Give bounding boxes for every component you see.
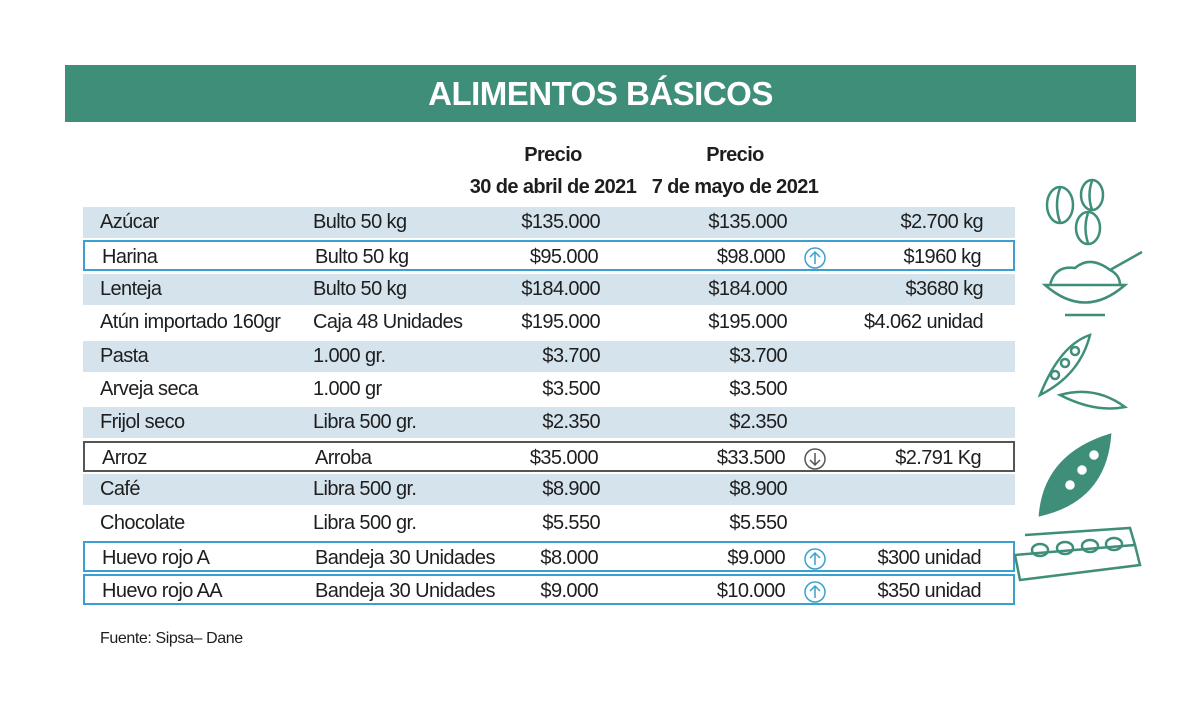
table-cell: Azúcar — [100, 211, 159, 233]
table-cell: Arroba — [315, 446, 372, 469]
column-header: 30 de abril de 2021 — [469, 176, 637, 198]
table-cell: $300 unidad — [877, 547, 981, 569]
table-cell: $95.000 — [529, 246, 599, 269]
table-cell: $9.000 — [727, 547, 785, 569]
table-row: Chocolate Libra 500 gr. $5.550 $5.550 — [83, 508, 1015, 539]
table-cell: $5.550 — [729, 511, 787, 534]
table-cell: $2.350 — [542, 411, 600, 434]
arrow-up — [804, 548, 826, 570]
table-row: Frijol seco Libra 500 gr. $2.350 $2.350 — [83, 407, 1015, 439]
table-cell: Bulto 50 kg — [313, 277, 407, 300]
table-cell: $10.000 — [716, 580, 786, 603]
column-header: Precio — [706, 144, 764, 166]
table-row: Azúcar Bulto 50 kg $135.000 $135.000 $2.700 … — [83, 207, 1015, 238]
table-cell: Pasta — [100, 344, 149, 367]
arrow-up — [804, 247, 826, 270]
table-row: Arroz Arroba $35.000 $33.500 $2.791 Kg — [83, 440, 1015, 472]
table-cell: Atún importado 160gr — [100, 311, 281, 334]
table-cell: $5.550 — [542, 511, 600, 534]
table-cell: 1.000 gr. — [313, 344, 386, 367]
column-header: 7 de mayo de 2021 — [651, 176, 819, 198]
table-row: Harina Bulto 50 kg $95.000 $98.000 $1960 kg — [83, 240, 1015, 272]
table-cell: $33.500 — [716, 446, 786, 469]
table-row: Arveja seca 1.000 gr $3.500 $3.500 — [83, 374, 1015, 405]
table-row: Huevo rojo A Bandeja 30 Unidades $8.000 $9.… — [83, 541, 1015, 572]
table-cell: $4.062 unidad — [864, 311, 984, 334]
table-cell: Libra 500 gr. — [313, 511, 417, 534]
table-cell: $135.000 — [708, 211, 787, 233]
table-cell: $350 unidad — [877, 580, 981, 603]
table-cell: Harina — [102, 246, 158, 269]
table-cell: Lenteja — [100, 277, 162, 300]
arrow-down — [804, 448, 826, 470]
arrow-up — [804, 581, 826, 604]
table-cell: $3.700 — [729, 344, 787, 367]
title-bar: ALIMENTOS BÁSICOS — [65, 65, 1136, 122]
table-cell: $184.000 — [708, 277, 787, 300]
table-cell: $135.000 — [521, 211, 600, 233]
table-cell: Caja 48 Unidades — [313, 311, 463, 334]
table-cell: $2.700 kg — [900, 211, 984, 233]
table-cell: Arveja seca — [100, 378, 199, 400]
table-cell: $98.000 — [716, 246, 786, 269]
table-cell: Bandeja 30 Unidades — [315, 547, 495, 569]
table-cell: $195.000 — [521, 311, 600, 334]
table-cell: Arroz — [102, 446, 147, 469]
table-row: Pasta 1.000 gr. $3.700 $3.700 — [83, 340, 1015, 372]
source: Fuente: Sipsa– Dane — [100, 630, 243, 647]
table-cell: Frijol seco — [100, 411, 185, 434]
table-cell: $1960 kg — [903, 246, 982, 269]
table-cell: $3.700 — [542, 344, 600, 367]
table-cell: $8.000 — [540, 547, 598, 569]
table-cell: Café — [100, 478, 140, 501]
table-row: Huevo rojo AA Bandeja 30 Unidades $9.000 $1… — [83, 574, 1015, 606]
table-cell: $2.791 Kg — [895, 446, 981, 469]
table-cell: $184.000 — [521, 277, 600, 300]
table-row: Café Libra 500 gr. $8.900 $8.900 — [83, 474, 1015, 506]
table-cell: Libra 500 gr. — [313, 411, 417, 434]
table-cell: $35.000 — [529, 446, 599, 469]
title: ALIMENTOS BÁSICOS — [428, 75, 773, 112]
table-cell: $3.500 — [542, 378, 600, 400]
table-cell: Huevo rojo AA — [102, 580, 223, 603]
table-cell: Huevo rojo A — [102, 547, 210, 569]
table-cell: $195.000 — [708, 311, 787, 334]
column-header: Precio — [524, 144, 582, 166]
table-row: Atún importado 160gr Caja 48 Unidades $195… — [83, 307, 1015, 338]
table-cell: Bandeja 30 Unidades — [315, 580, 495, 603]
table-cell: Chocolate — [100, 511, 185, 534]
food-icons — [1013, 178, 1143, 582]
table-cell: Bulto 50 kg — [313, 211, 407, 233]
table-cell: Libra 500 gr. — [313, 478, 417, 501]
table-cell: $3.500 — [729, 378, 787, 400]
table-cell: $3680 kg — [905, 277, 984, 300]
table-cell: $2.350 — [729, 411, 787, 434]
table-row: Lenteja Bulto 50 kg $184.000 $184.000 $3680 … — [83, 273, 1015, 305]
table-cell: $8.900 — [729, 478, 787, 501]
table-cell: $9.000 — [540, 580, 598, 603]
table-cell: Bulto 50 kg — [315, 246, 409, 269]
table-cell: $8.900 — [542, 478, 600, 501]
table-cell: 1.000 gr — [313, 378, 382, 400]
